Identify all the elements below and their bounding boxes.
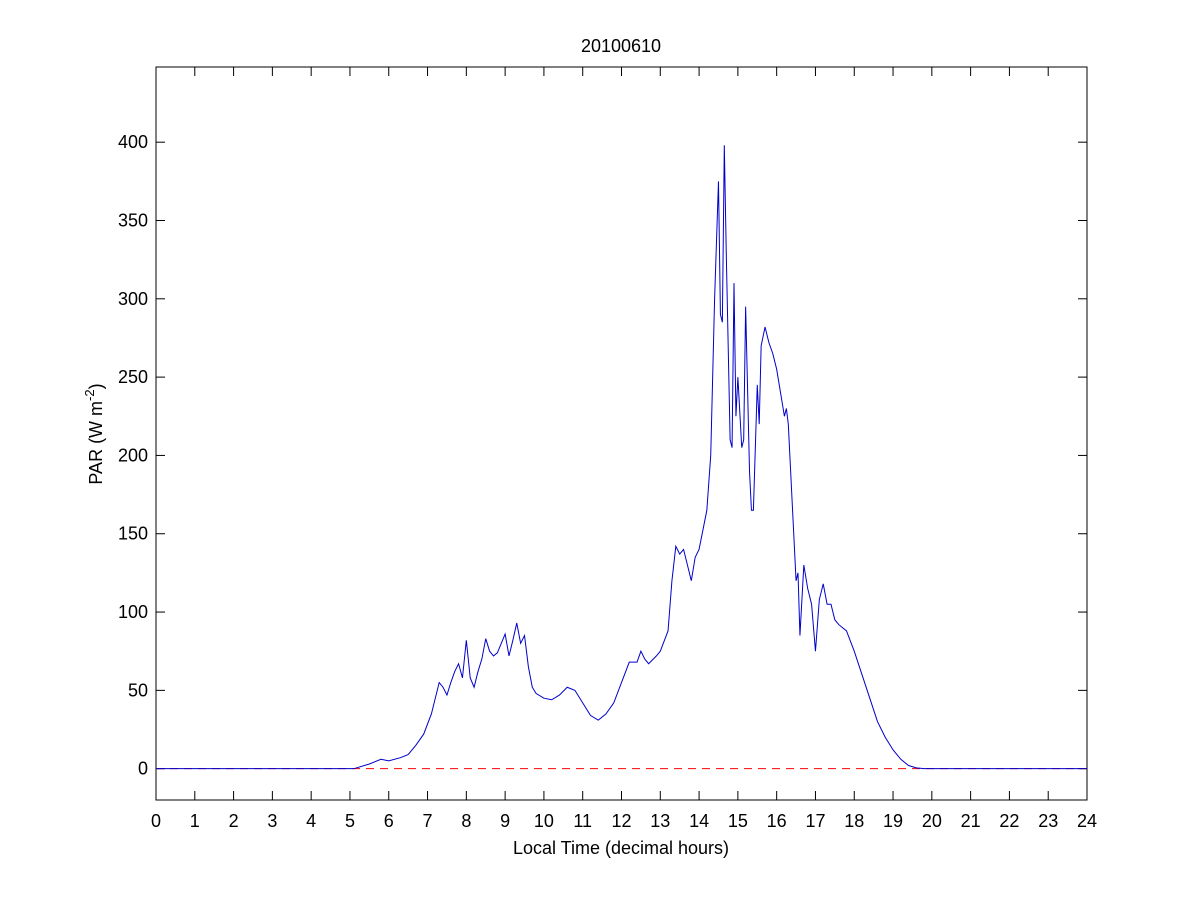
x-tick-label: 6 — [384, 811, 394, 831]
x-tick-label: 9 — [500, 811, 510, 831]
x-tick-label: 10 — [534, 811, 554, 831]
x-tick-label: 17 — [805, 811, 825, 831]
x-tick-label: 12 — [611, 811, 631, 831]
x-tick-label: 19 — [883, 811, 903, 831]
y-label-sup: -2 — [82, 389, 97, 401]
x-tick-label: 22 — [999, 811, 1019, 831]
y-label-text: PAR (W m — [86, 401, 106, 485]
x-tick-label: 5 — [345, 811, 355, 831]
y-tick-label: 100 — [118, 602, 148, 622]
y-tick-label: 0 — [138, 759, 148, 779]
y-tick-label: 400 — [118, 132, 148, 152]
y-tick-label: 200 — [118, 445, 148, 465]
x-tick-label: 8 — [461, 811, 471, 831]
y-tick-label: 250 — [118, 367, 148, 387]
y-tick-label: 300 — [118, 289, 148, 309]
x-tick-label: 18 — [844, 811, 864, 831]
x-tick-label: 16 — [767, 811, 787, 831]
x-tick-label: 21 — [961, 811, 981, 831]
y-tick-label: 350 — [118, 210, 148, 230]
y-tick-label: 150 — [118, 524, 148, 544]
x-tick-label: 7 — [423, 811, 433, 831]
x-tick-label: 24 — [1077, 811, 1097, 831]
y-axis-label: PAR (W m-2) — [82, 383, 106, 484]
line-series — [156, 145, 1087, 770]
x-tick-label: 1 — [190, 811, 200, 831]
x-tick-label: 20 — [922, 811, 942, 831]
x-tick-label: 14 — [689, 811, 709, 831]
chart-title: 20100610 — [581, 36, 661, 56]
x-tick-label: 0 — [151, 811, 161, 831]
x-tick-label: 13 — [650, 811, 670, 831]
x-tick-label: 4 — [306, 811, 316, 831]
x-tick-label: 23 — [1038, 811, 1058, 831]
y-tick-label: 50 — [128, 680, 148, 700]
y-label-end: ) — [86, 383, 106, 389]
x-axis-label: Local Time (decimal hours) — [513, 838, 729, 858]
x-tick-label: 11 — [573, 811, 592, 831]
x-tick-label: 3 — [267, 811, 277, 831]
x-tick-label: 15 — [728, 811, 748, 831]
x-tick-label: 2 — [229, 811, 239, 831]
